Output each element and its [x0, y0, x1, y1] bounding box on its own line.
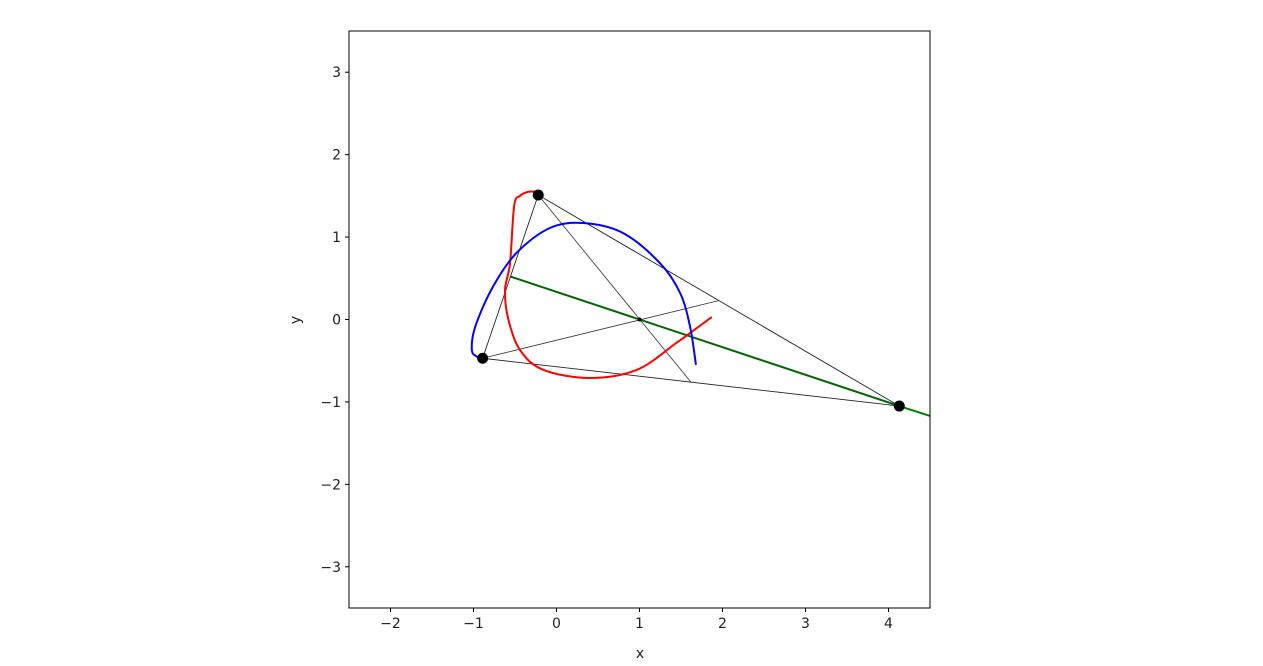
y-tick-label: 3: [332, 65, 341, 81]
y-axis-label: y: [288, 316, 304, 324]
x-tick-label: 0: [552, 616, 561, 632]
blue-curve: [470, 221, 697, 365]
green-median-line: [510, 275, 900, 407]
y-tick-label: −2: [320, 477, 341, 493]
axes-frame: [348, 30, 931, 609]
red-curve: [504, 190, 713, 380]
x-tick-label: 2: [718, 616, 727, 632]
x-tick-label: 4: [884, 616, 893, 632]
vertex-point: [893, 400, 905, 412]
centroid-point: [637, 317, 642, 322]
y-tick-label: −1: [320, 395, 341, 411]
vertex-point: [532, 189, 544, 201]
vertex-point: [477, 352, 489, 364]
median-line: [482, 300, 720, 359]
x-tick-label: 3: [801, 616, 810, 632]
y-tick-label: 0: [332, 313, 341, 329]
x-axis-label: x: [636, 646, 644, 662]
ticks: −2 −1 0 1 2 3 4 −3 −2 −1 0 1 2 3: [320, 65, 893, 632]
x-tick-label: −1: [463, 616, 484, 632]
triangle-edge: [482, 194, 539, 359]
x-tick-label: 1: [635, 616, 644, 632]
y-tick-label: −3: [320, 560, 341, 576]
y-tick-label: 2: [332, 148, 341, 164]
plot-layer: [470, 189, 931, 417]
y-tick-label: 1: [332, 230, 341, 246]
x-tick-label: −2: [380, 616, 401, 632]
